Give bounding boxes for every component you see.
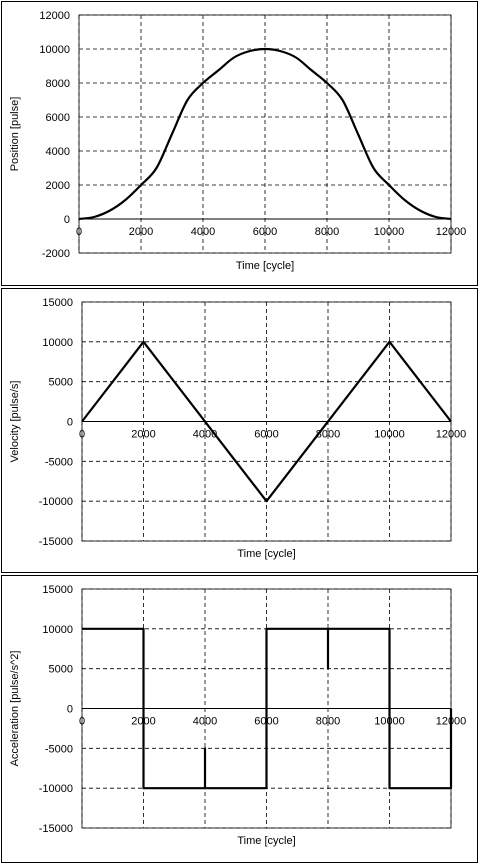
acceleration-x-tick-label: 8000	[316, 716, 340, 728]
position-chart-panel: -2000 0 2000 4000 6000 8000 10000 12000 0 2000 400…	[1, 1, 478, 286]
velocity-x-tick-label: 10000	[374, 429, 405, 441]
velocity-y-tick-label: 15000	[42, 297, 73, 309]
acceleration-series-line	[82, 627, 453, 790]
position-x-axis-label: Time [cycle]	[236, 260, 294, 272]
position-y-tick-label: 0	[64, 214, 70, 226]
position-x-tick-label: 8000	[315, 226, 339, 238]
position-series-line	[78, 47, 452, 221]
velocity-y-axis-label: Velocity [pulse/s]	[9, 381, 21, 463]
velocity-x-tick-label: 4000	[193, 429, 217, 441]
velocity-chart: -15000 -10000 -5000 0 5000 10000 15000 0 2000 400…	[9, 297, 467, 560]
position-y-tick-label: 4000	[46, 146, 70, 158]
position-x-tick-label: 12000	[436, 226, 467, 238]
position-y-axis-label: Position [pulse]	[9, 97, 21, 172]
position-x-tick-label: 4000	[191, 226, 215, 238]
velocity-y-tick-label: 10000	[42, 337, 73, 349]
velocity-x-tick-label: 12000	[436, 429, 467, 441]
velocity-y-tick-label: -15000	[39, 536, 73, 548]
acceleration-y-tick-label: -5000	[45, 743, 73, 755]
acceleration-x-tick-label: 4000	[193, 716, 217, 728]
acceleration-y-tick-label: 15000	[42, 584, 73, 596]
acceleration-y-axis-label: Acceleration [pulse/s^2]	[9, 651, 21, 767]
velocity-y-tick-label: -5000	[45, 456, 73, 468]
position-x-tick-label: 2000	[129, 226, 153, 238]
position-x-tick-label: 10000	[374, 226, 405, 238]
position-y-tick-label: 6000	[46, 112, 70, 124]
acceleration-y-tick-label: 10000	[42, 624, 73, 636]
position-y-tick-label: -2000	[42, 248, 70, 260]
position-y-tick-label: 10000	[39, 44, 70, 56]
velocity-x-tick-label: 2000	[131, 429, 155, 441]
position-y-tick-label: 8000	[46, 78, 70, 90]
velocity-x-tick-label: 6000	[254, 429, 278, 441]
velocity-y-tick-label: 0	[67, 417, 73, 429]
acceleration-chart-panel: -15000 -10000 -5000 0 5000 10000 15000 0 2000 400…	[1, 575, 478, 863]
acceleration-y-tick-label: 0	[67, 704, 73, 716]
velocity-series-line	[81, 340, 452, 503]
position-chart: -2000 0 2000 4000 6000 8000 10000 12000 0 2000 400…	[9, 10, 467, 272]
velocity-y-tick-label: -10000	[39, 496, 73, 508]
position-y-tick-label: 2000	[46, 180, 70, 192]
velocity-y-tick-label: 5000	[49, 377, 73, 389]
velocity-x-axis-label: Time [cycle]	[237, 548, 295, 560]
position-y-tick-label: 12000	[39, 10, 70, 22]
position-plot-area	[78, 14, 452, 254]
acceleration-y-tick-label: -10000	[39, 783, 73, 795]
acceleration-x-tick-label: 0	[79, 716, 85, 728]
acceleration-y-tick-label: 5000	[49, 664, 73, 676]
position-x-tick-label: 6000	[253, 226, 277, 238]
acceleration-y-tick-label: -15000	[39, 823, 73, 835]
velocity-x-tick-label: 0	[79, 429, 85, 441]
acceleration-x-axis-label: Time [cycle]	[237, 835, 295, 847]
velocity-chart-panel: -15000 -10000 -5000 0 5000 10000 15000 0 2000 400…	[1, 288, 478, 573]
velocity-x-tick-label: 8000	[316, 429, 340, 441]
position-x-tick-label: 0	[76, 226, 82, 238]
